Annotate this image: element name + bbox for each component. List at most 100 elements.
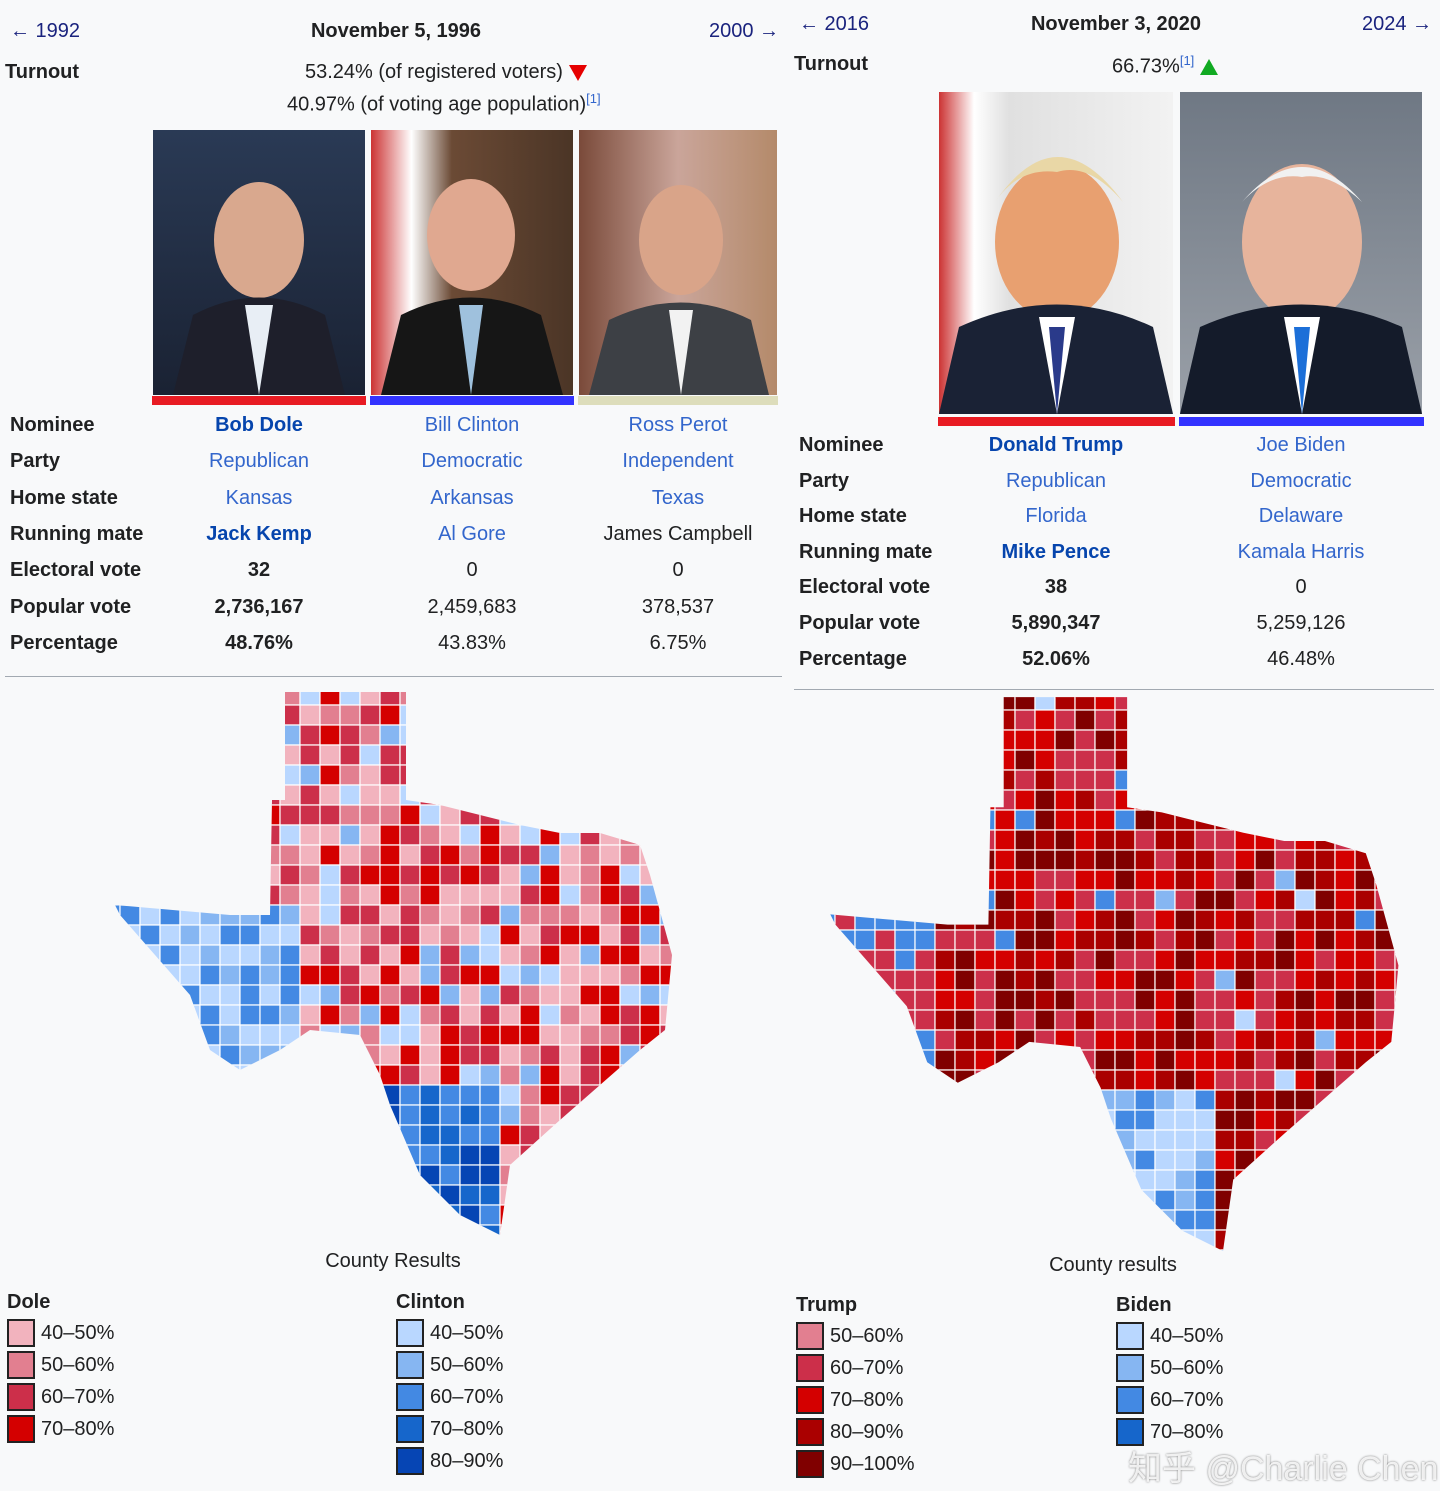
county [619,1104,641,1126]
county [1174,1069,1196,1091]
county [834,697,856,711]
county [559,1124,581,1146]
county [954,729,976,751]
cell-nominee[interactable]: Bill Clinton [424,414,520,436]
turnout-label: Turnout [794,53,869,75]
county [599,692,621,706]
county [499,844,521,866]
county [1074,849,1096,871]
county [894,1209,916,1231]
prev-election-link[interactable]: ← 2016 [799,13,870,35]
county [914,869,936,891]
cell-nominee[interactable]: Donald Trump [988,434,1124,456]
reference-link[interactable]: [1] [1179,53,1195,68]
county [954,829,976,851]
county [579,1144,601,1166]
county [1374,789,1396,811]
county [874,1169,896,1191]
reference-link[interactable]: [1] [586,91,601,106]
county [1314,949,1336,971]
county [1074,909,1096,931]
cell-party[interactable]: Democratic [1250,469,1352,492]
county [1294,1029,1316,1051]
county [659,884,672,906]
county [639,692,661,706]
county [1134,989,1156,1011]
cell-home-state[interactable]: Kansas [225,486,293,509]
county [1254,869,1276,891]
county [239,984,261,1006]
county [1014,1089,1036,1111]
county [259,804,281,826]
next-election-link[interactable]: 2024 → [1362,13,1433,35]
county [1134,949,1156,971]
county [1154,909,1176,931]
cell-nominee[interactable]: Joe Biden [1256,434,1346,456]
prev-election-link[interactable]: ← 1992 [10,20,81,42]
county [1354,869,1376,891]
county [1354,789,1376,811]
county [874,1049,896,1071]
county [579,1044,601,1066]
county [680,1125,700,1145]
cell-nominee[interactable]: Ross Perot [628,414,728,436]
legend-item: 70–80% [1116,1418,1223,1446]
county [259,944,281,966]
cell-party[interactable]: Republican [208,450,310,473]
county [1354,1109,1376,1131]
cell-running-mate[interactable]: Al Gore [438,522,506,545]
county [179,764,201,786]
county [1134,1209,1156,1231]
county [179,864,201,886]
county [1274,749,1296,771]
texas-county-map-2020 [830,697,1399,1251]
county [559,692,581,706]
cell-party[interactable]: Republican [1005,469,1107,492]
county [499,744,521,766]
county [934,729,956,751]
county [539,864,561,886]
county [219,1224,241,1235]
county [259,884,281,906]
cell-party[interactable]: Democratic [421,450,523,473]
cell-home-state[interactable]: Delaware [1258,505,1344,528]
county [914,1189,936,1211]
next-election-link[interactable]: 2000 → [709,20,780,42]
cell-running-mate: James Campbell [603,522,753,545]
county [1114,849,1136,871]
county [1194,1009,1216,1031]
county [115,744,121,766]
cell-running-mate[interactable]: Jack Kemp [206,522,312,545]
county [579,1204,601,1226]
county [874,1089,896,1111]
county [459,1164,481,1186]
county [954,909,976,931]
county [1194,949,1216,971]
cell-running-mate[interactable]: Kamala Harris [1237,540,1365,563]
county [1174,1249,1196,1251]
county [419,1084,441,1106]
county [834,1249,856,1251]
cell-home-state[interactable]: Florida [1025,505,1087,528]
county [830,869,836,891]
cell-party[interactable]: Independent [622,450,734,473]
county [259,1204,281,1226]
cell-running-mate[interactable]: Mike Pence [1001,540,1111,563]
county [239,1144,261,1166]
county [619,704,641,726]
county [279,1144,301,1166]
county [994,769,1016,791]
legend-label: 50–60% [41,1353,115,1376]
county [914,729,936,751]
county [954,1229,976,1251]
county [1174,1209,1196,1231]
cell-home-state[interactable]: Arkansas [430,486,514,509]
county [680,1205,700,1225]
county [1114,869,1136,891]
county [499,704,521,726]
cell-nominee[interactable]: Bob Dole [215,414,303,436]
county [1194,709,1216,731]
cell-home-state[interactable]: Texas [651,486,705,509]
county [834,709,856,731]
county [1214,1069,1236,1091]
